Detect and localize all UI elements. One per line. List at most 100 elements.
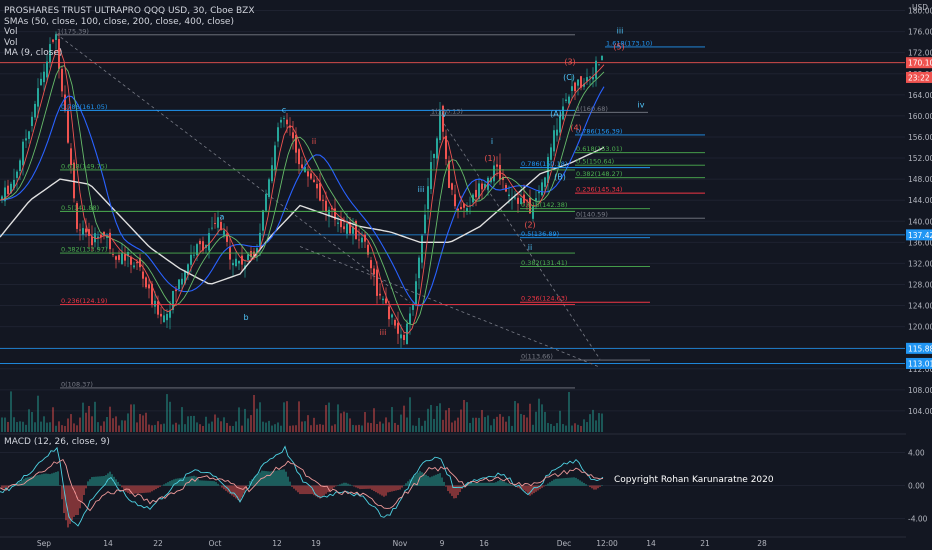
countdown-tag: 23:22 [908, 73, 930, 82]
volume-bar [436, 406, 438, 432]
candle-body [235, 258, 237, 267]
candle-body [562, 106, 564, 120]
macd-histogram-bar [365, 485, 367, 489]
wave-label: (3) [564, 57, 575, 66]
candle-body [466, 208, 468, 212]
candle-body [163, 315, 165, 323]
time-tick-label: Oct [209, 539, 222, 548]
macd-histogram-bar [359, 485, 361, 490]
macd-histogram-bar [285, 471, 287, 486]
indicator-smas[interactable]: SMAs (50, close, 100, close, 200, close,… [4, 16, 234, 27]
macd-histogram-bar [355, 485, 357, 488]
macd-pane [0, 445, 905, 528]
volume-bar [58, 421, 60, 432]
macd-histogram-bar [213, 481, 215, 486]
macd-histogram-bar [99, 476, 101, 486]
macd-histogram-bar [221, 485, 223, 488]
macd-histogram-bar [535, 485, 537, 492]
macd-histogram-bar [85, 485, 87, 489]
volume-bar [520, 413, 522, 432]
macd-histogram-bar [377, 485, 379, 494]
candle-body [115, 256, 117, 260]
candle-body [232, 262, 234, 266]
volume-bar [385, 417, 387, 432]
macd-histogram-bar [45, 473, 47, 486]
candle-body [178, 279, 180, 290]
macd-histogram-bar [33, 475, 35, 486]
volume-bar [400, 414, 402, 432]
macd-histogram-bar [509, 484, 511, 486]
volume-bar [502, 416, 504, 432]
candle-body [160, 313, 162, 317]
macd-histogram-bar [129, 485, 131, 495]
volume-bar [424, 420, 426, 432]
macd-histogram-bar [523, 485, 525, 491]
volume-bar [322, 424, 324, 432]
macd-histogram-bar [199, 480, 201, 486]
macd-histogram-bar [575, 477, 577, 486]
time-axis[interactable]: Sep 14 22 Oct 12 19 Nov 9 16 Dec 12:00 14 21 28 [37, 539, 767, 548]
candle-body [571, 86, 573, 91]
volume-bar [4, 417, 6, 432]
macd-histogram-bar [341, 483, 343, 486]
macd-histogram-bar [367, 485, 369, 489]
macd-histogram-bar [503, 481, 505, 486]
macd-histogram-bar [205, 480, 207, 486]
candle-body [379, 293, 381, 296]
volume-bar [571, 425, 573, 432]
time-tick-label: 12 [272, 539, 282, 548]
volume-bar [73, 423, 75, 432]
macd-histogram-bar [243, 485, 245, 494]
candle-body [538, 191, 540, 194]
candle-body [58, 39, 60, 69]
symbol-title[interactable]: PROSHARES TRUST ULTRAPRO QQQ USD, 30, Cb… [4, 6, 255, 16]
volume-bar [355, 425, 357, 432]
macd-histogram-bar [457, 485, 459, 496]
macd-histogram-bar [97, 476, 99, 486]
volume-bar [43, 416, 45, 432]
wave-label: (5) [613, 43, 624, 52]
volume-bar [310, 425, 312, 432]
macd-histogram-bar [289, 481, 291, 486]
volume-bar [505, 421, 507, 432]
volume-bar [547, 422, 549, 432]
macd-histogram-bar [443, 481, 445, 486]
candle-body [292, 132, 294, 139]
indicator-ma[interactable]: MA (9, close) [4, 48, 63, 58]
volume-bar [70, 414, 72, 432]
volume-bar [331, 425, 333, 432]
candle-body [259, 232, 261, 248]
macd-histogram-bar [151, 485, 153, 492]
macd-histogram-bar [489, 482, 491, 486]
macd-histogram-bar [295, 485, 297, 491]
volume-bar [172, 424, 174, 432]
macd-histogram-bar [109, 471, 111, 486]
candle-body [199, 240, 201, 245]
fib-level-label: 0.236(124.63) [521, 295, 567, 303]
price-axis[interactable]: 104.00108.00112.00116.00120.00124.00128.… [906, 0, 932, 550]
macd-histogram-bar [395, 485, 397, 491]
macd-histogram-bar [331, 485, 333, 490]
volume-bar [91, 416, 93, 432]
macd-legend[interactable]: MACD (12, 26, close, 9) [4, 437, 110, 447]
macd-histogram-bar [411, 477, 413, 486]
volume-bar [301, 421, 303, 432]
volume-bar [469, 422, 471, 432]
candle-body [415, 281, 417, 306]
macd-histogram-bar [287, 476, 289, 486]
candle-body [529, 197, 531, 214]
indicator-vol-2[interactable]: Vol [4, 37, 18, 48]
volume-bar [496, 416, 498, 432]
macd-histogram-bar [567, 477, 569, 486]
candle-body [439, 110, 441, 141]
volume-bar [205, 416, 207, 432]
volume-bar [550, 423, 552, 432]
fib-level-label: 0(140.59) [576, 211, 608, 219]
volume-bar [241, 425, 243, 432]
volume-bars [1, 391, 603, 432]
indicator-vol-1[interactable]: Vol [4, 27, 18, 37]
macd-histogram-bar [95, 476, 97, 486]
macd-histogram-bar [207, 480, 209, 486]
candle-body [397, 322, 399, 334]
volume-bar [481, 409, 483, 432]
